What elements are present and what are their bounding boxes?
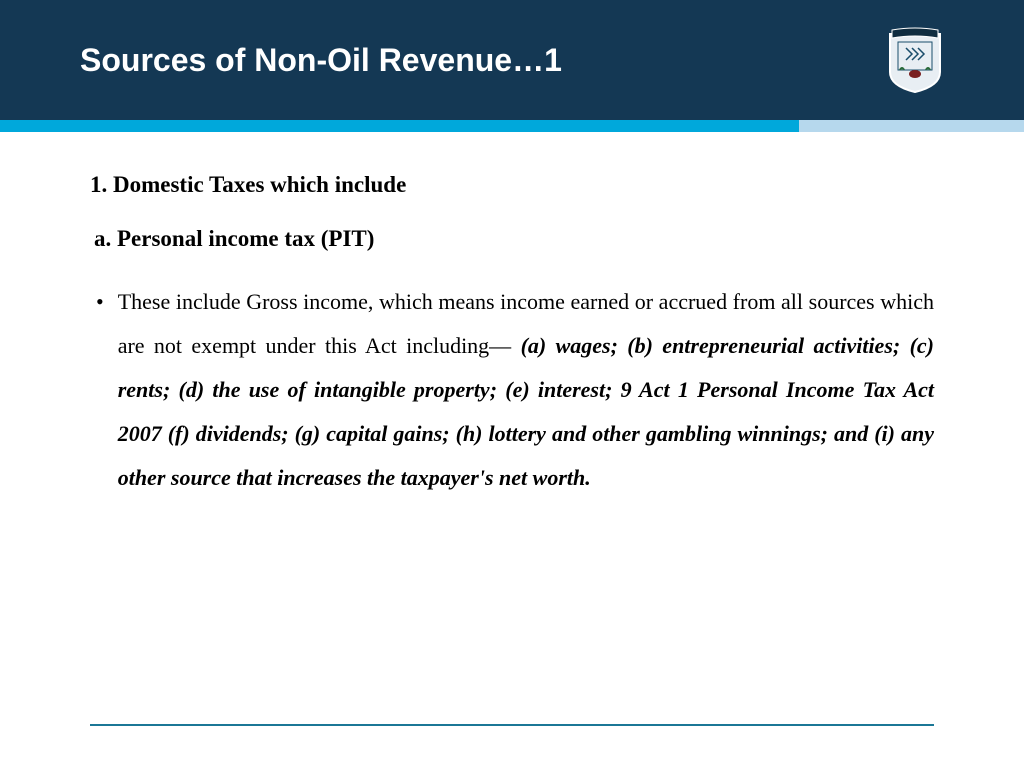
organization-logo-icon bbox=[886, 26, 944, 94]
divider-right-segment bbox=[799, 120, 1024, 132]
header-divider bbox=[0, 120, 1024, 132]
divider-left-segment bbox=[0, 120, 799, 132]
slide-title: Sources of Non-Oil Revenue…1 bbox=[80, 42, 562, 79]
section-heading-2: a. Personal income tax (PIT) bbox=[90, 226, 934, 252]
section-heading-1: 1. Domestic Taxes which include bbox=[90, 172, 934, 198]
bullet-marker: • bbox=[90, 280, 104, 324]
bullet-item: • These include Gross income, which mean… bbox=[90, 280, 934, 500]
slide-content: 1. Domestic Taxes which include a. Perso… bbox=[0, 132, 1024, 530]
slide-header: Sources of Non-Oil Revenue…1 bbox=[0, 0, 1024, 120]
body-paragraph: These include Gross income, which means … bbox=[118, 280, 934, 500]
footer-divider-line bbox=[90, 724, 934, 726]
